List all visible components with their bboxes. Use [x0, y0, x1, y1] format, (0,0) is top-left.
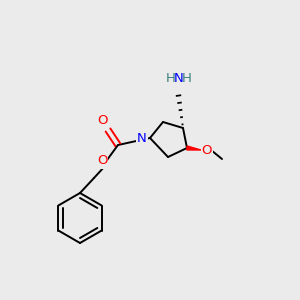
Polygon shape	[187, 146, 201, 150]
Text: N: N	[137, 131, 147, 145]
Text: O: O	[98, 115, 108, 128]
Text: O: O	[202, 143, 212, 157]
Text: N: N	[174, 71, 184, 85]
Text: H: H	[166, 71, 176, 85]
Text: H: H	[182, 71, 192, 85]
Text: O: O	[97, 154, 107, 167]
